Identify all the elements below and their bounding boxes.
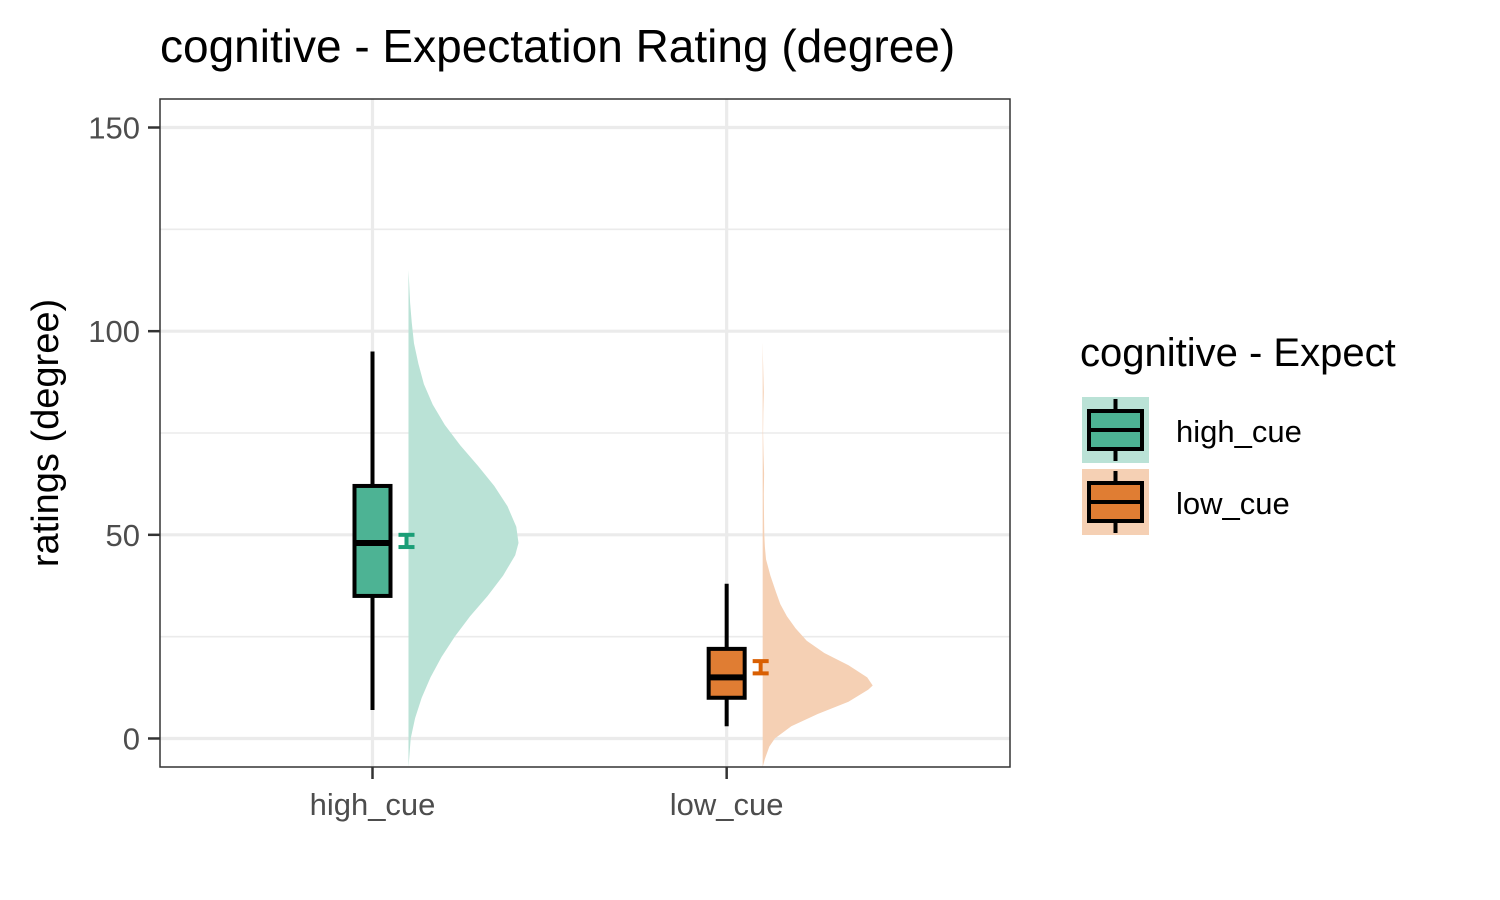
axes: 0 50 100 150 high_cue low_cue [88,111,783,822]
grid [160,99,1010,767]
density-low_cue [762,343,873,767]
chart-title: cognitive - Expectation Rating (degree) [160,20,955,72]
density-layer [408,270,873,767]
legend-item-high_cue[interactable]: high_cue [1082,397,1302,463]
mean-ci-layer [398,532,769,676]
y-tick-label: 0 [123,721,140,756]
y-tick-label: 50 [106,518,140,553]
y-tick-label: 150 [88,111,140,146]
mean-ci-low_cue [752,659,769,676]
y-tick-label: 100 [88,314,140,349]
mean-ci-high_cue [398,532,415,550]
legend-item-low_cue[interactable]: low_cue [1082,469,1290,535]
y-axis-label: ratings (degree) [25,299,67,567]
plot-panel-border [159,98,1011,768]
box-low_cue [706,646,747,700]
x-tick-label: high_cue [310,787,436,822]
legend-label: high_cue [1176,414,1302,449]
legend-title: cognitive - Expect [1080,331,1396,375]
legend[interactable]: cognitive - Expect high_cue low_cue [1080,331,1396,535]
density-high_cue [408,270,519,767]
boxplot-layer [352,351,747,727]
x-tick-label: low_cue [670,787,784,822]
legend-label: low_cue [1176,486,1290,521]
